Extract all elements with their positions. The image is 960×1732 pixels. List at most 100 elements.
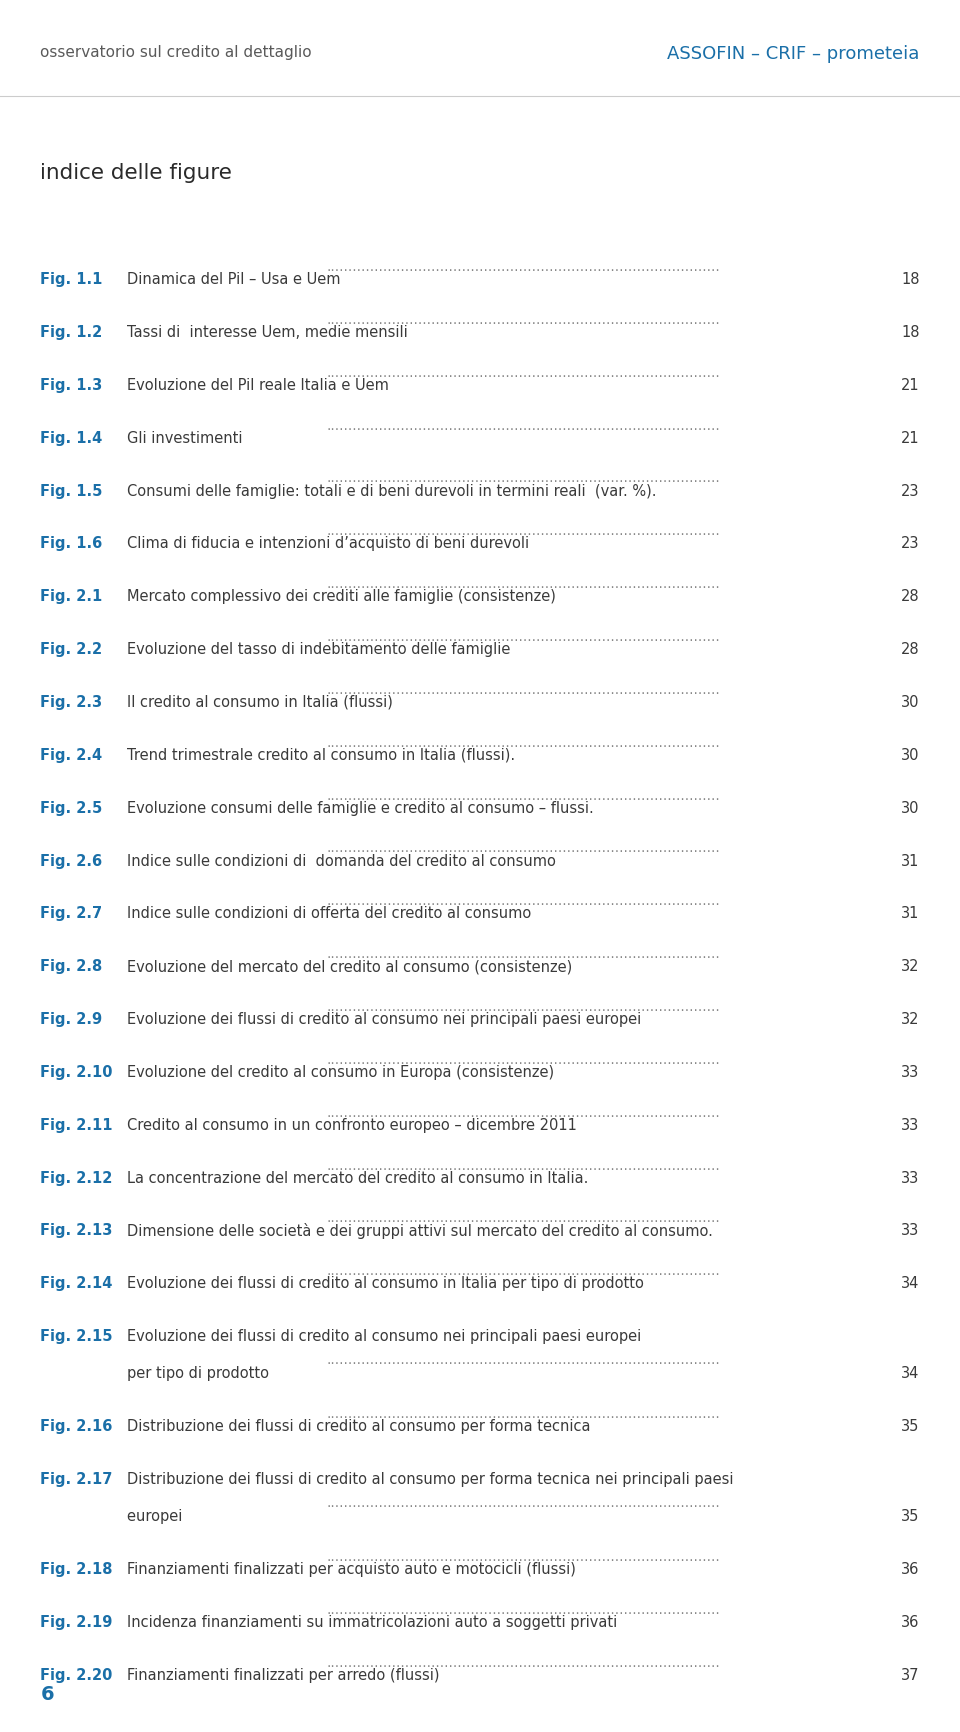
Text: 28: 28 (901, 641, 920, 656)
Text: ................................................................................: ........................................… (326, 1654, 720, 1670)
Text: 33: 33 (901, 1063, 920, 1079)
Text: 33: 33 (901, 1223, 920, 1238)
Text: ................................................................................: ........................................… (326, 894, 720, 908)
Text: ................................................................................: ........................................… (326, 734, 720, 750)
Text: Indice sulle condizioni di  domanda del credito al consumo: Indice sulle condizioni di domanda del c… (127, 852, 561, 868)
Text: ................................................................................: ........................................… (326, 260, 720, 274)
Text: Fig. 2.8: Fig. 2.8 (40, 958, 103, 973)
Text: ................................................................................: ........................................… (326, 417, 720, 433)
Text: Fig. 2.10: Fig. 2.10 (40, 1063, 113, 1079)
Text: ................................................................................: ........................................… (326, 1211, 720, 1225)
Text: Fig. 1.2: Fig. 1.2 (40, 326, 103, 339)
Text: per tipo di prodotto: per tipo di prodotto (127, 1365, 269, 1380)
Text: Evoluzione del mercato del credito al consumo (consistenze): Evoluzione del mercato del credito al co… (127, 958, 572, 973)
Text: 6: 6 (40, 1684, 54, 1703)
Text: 35: 35 (901, 1419, 920, 1434)
Text: ................................................................................: ........................................… (326, 999, 720, 1013)
Text: 33: 33 (901, 1117, 920, 1133)
Text: Mercato complessivo dei crediti alle famiglie (consistenze): Mercato complessivo dei crediti alle fam… (127, 589, 556, 604)
Text: Evoluzione dei flussi di credito al consumo nei principali paesi europei: Evoluzione dei flussi di credito al cons… (127, 1328, 641, 1344)
Text: ................................................................................: ........................................… (326, 682, 720, 696)
Text: ................................................................................: ........................................… (326, 471, 720, 485)
Text: Evoluzione dei flussi di credito al consumo nei principali paesi europei: Evoluzione dei flussi di credito al cons… (127, 1011, 641, 1027)
Text: Evoluzione dei flussi di credito al consumo in Italia per tipo di prodotto: Evoluzione dei flussi di credito al cons… (127, 1275, 648, 1290)
Text: 36: 36 (901, 1561, 920, 1576)
Text: Trend trimestrale credito al consumo in Italia (flussi).: Trend trimestrale credito al consumo in … (127, 746, 515, 762)
Text: 32: 32 (901, 1011, 920, 1027)
Text: Distribuzione dei flussi di credito al consumo per forma tecnica: Distribuzione dei flussi di credito al c… (127, 1419, 595, 1434)
Text: 28: 28 (901, 589, 920, 604)
Text: 23: 23 (901, 483, 920, 499)
Text: 21: 21 (901, 430, 920, 445)
Text: Fig. 1.4: Fig. 1.4 (40, 430, 103, 445)
Text: 34: 34 (901, 1365, 920, 1380)
Text: Clima di fiducia e intenzioni d’acquisto di beni durevoli: Clima di fiducia e intenzioni d’acquisto… (127, 535, 534, 551)
Text: 21: 21 (901, 378, 920, 393)
Text: ................................................................................: ........................................… (326, 1548, 720, 1564)
Text: ASSOFIN – CRIF – prometeia: ASSOFIN – CRIF – prometeia (667, 45, 920, 62)
Text: Fig. 2.1: Fig. 2.1 (40, 589, 103, 604)
Text: Fig. 1.5: Fig. 1.5 (40, 483, 103, 499)
Text: Fig. 2.20: Fig. 2.20 (40, 1666, 112, 1682)
Text: 37: 37 (901, 1666, 920, 1682)
Text: 36: 36 (901, 1614, 920, 1630)
Text: Fig. 2.9: Fig. 2.9 (40, 1011, 103, 1027)
Text: Fig. 2.6: Fig. 2.6 (40, 852, 103, 868)
Text: Evoluzione del Pil reale Italia e Uem: Evoluzione del Pil reale Italia e Uem (127, 378, 394, 393)
Text: Finanziamenti finalizzati per arredo (flussi): Finanziamenti finalizzati per arredo (fl… (127, 1666, 440, 1682)
Text: ................................................................................: ........................................… (326, 1495, 720, 1510)
Text: Fig. 2.2: Fig. 2.2 (40, 641, 103, 656)
Text: Consumi delle famiglie: totali e di beni durevoli in termini reali  (var. %).: Consumi delle famiglie: totali e di beni… (127, 483, 657, 499)
Text: europei: europei (127, 1507, 186, 1522)
Text: ................................................................................: ........................................… (326, 1602, 720, 1616)
Text: ................................................................................: ........................................… (326, 946, 720, 961)
Text: Gli investimenti: Gli investimenti (127, 430, 247, 445)
Text: ................................................................................: ........................................… (326, 1263, 720, 1278)
Text: Fig. 2.19: Fig. 2.19 (40, 1614, 112, 1630)
Text: La concentrazione del mercato del credito al consumo in Italia.: La concentrazione del mercato del credit… (127, 1169, 588, 1185)
Text: Dimensione delle società e dei gruppi attivi sul mercato del credito al consumo.: Dimensione delle società e dei gruppi at… (127, 1223, 712, 1238)
Text: ................................................................................: ........................................… (326, 365, 720, 379)
Text: Fig. 2.5: Fig. 2.5 (40, 800, 103, 816)
Text: 33: 33 (901, 1169, 920, 1185)
Text: Fig. 2.16: Fig. 2.16 (40, 1419, 112, 1434)
Text: ................................................................................: ........................................… (326, 523, 720, 539)
Text: ................................................................................: ........................................… (326, 788, 720, 802)
Text: osservatorio sul credito al dettaglio: osservatorio sul credito al dettaglio (40, 45, 312, 61)
Text: 18: 18 (901, 272, 920, 288)
Text: ................................................................................: ........................................… (326, 1051, 720, 1067)
Text: Incidenza finanziamenti su immatricolazioni auto a soggetti privati: Incidenza finanziamenti su immatricolazi… (127, 1614, 621, 1630)
Text: Fig. 2.17: Fig. 2.17 (40, 1470, 112, 1486)
Text: ................................................................................: ........................................… (326, 1105, 720, 1119)
Text: Fig. 2.13: Fig. 2.13 (40, 1223, 112, 1238)
Text: ................................................................................: ........................................… (326, 1157, 720, 1173)
Text: Fig. 1.1: Fig. 1.1 (40, 272, 103, 288)
Text: 34: 34 (901, 1275, 920, 1290)
Text: 30: 30 (901, 800, 920, 816)
Text: Dinamica del Pil – Usa e Uem: Dinamica del Pil – Usa e Uem (127, 272, 340, 288)
Text: Indice sulle condizioni di offerta del credito al consumo: Indice sulle condizioni di offerta del c… (127, 906, 536, 921)
Text: Fig. 1.3: Fig. 1.3 (40, 378, 103, 393)
Text: 18: 18 (901, 326, 920, 339)
Text: Credito al consumo in un confronto europeo – dicembre 2011: Credito al consumo in un confronto europ… (127, 1117, 581, 1133)
Text: Distribuzione dei flussi di credito al consumo per forma tecnica nei principali : Distribuzione dei flussi di credito al c… (127, 1470, 733, 1486)
Text: Fig. 2.18: Fig. 2.18 (40, 1561, 113, 1576)
Text: 31: 31 (901, 906, 920, 921)
Text: Fig. 2.12: Fig. 2.12 (40, 1169, 112, 1185)
Text: Fig. 2.11: Fig. 2.11 (40, 1117, 113, 1133)
Text: Fig. 2.3: Fig. 2.3 (40, 695, 103, 710)
Text: Tassi di  interesse Uem, medie mensili: Tassi di interesse Uem, medie mensili (127, 326, 407, 339)
Text: Fig. 1.6: Fig. 1.6 (40, 535, 103, 551)
Text: Fig. 2.15: Fig. 2.15 (40, 1328, 113, 1344)
Text: 31: 31 (901, 852, 920, 868)
Text: Il credito al consumo in Italia (flussi): Il credito al consumo in Italia (flussi) (127, 695, 397, 710)
Text: 30: 30 (901, 695, 920, 710)
Text: Fig. 2.4: Fig. 2.4 (40, 746, 103, 762)
Text: ................................................................................: ........................................… (326, 1353, 720, 1367)
Text: 32: 32 (901, 958, 920, 973)
Text: Evoluzione del credito al consumo in Europa (consistenze): Evoluzione del credito al consumo in Eur… (127, 1063, 554, 1079)
Text: Finanziamenti finalizzati per acquisto auto e motocicli (flussi): Finanziamenti finalizzati per acquisto a… (127, 1561, 576, 1576)
Text: ................................................................................: ........................................… (326, 312, 720, 327)
Text: indice delle figure: indice delle figure (40, 163, 232, 184)
Text: 30: 30 (901, 746, 920, 762)
